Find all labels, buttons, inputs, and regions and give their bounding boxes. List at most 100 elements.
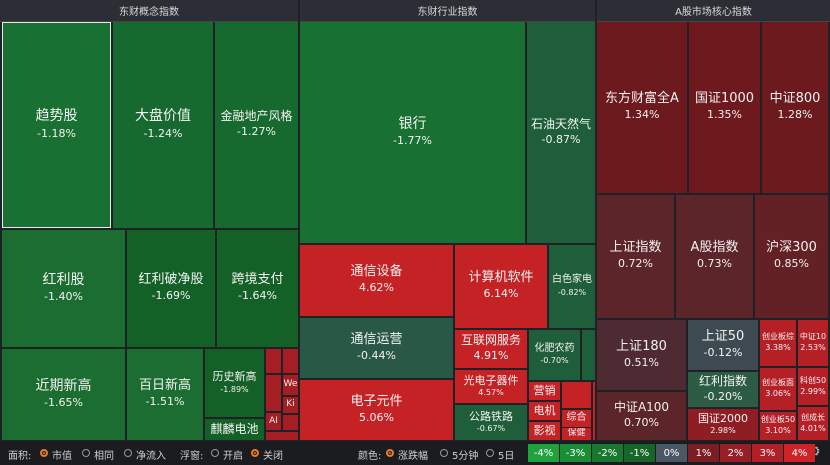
tile[interactable]: 电子元件 5.06% bbox=[300, 380, 453, 440]
tile bbox=[266, 432, 298, 440]
tile[interactable]: 红利指数 -0.20% bbox=[688, 372, 758, 407]
color-option[interactable]: 5分钟 bbox=[452, 451, 479, 462]
popup-label: 浮窗: bbox=[180, 451, 204, 462]
radio[interactable] bbox=[211, 449, 219, 457]
tile[interactable]: 上证指数 0.72% bbox=[597, 195, 674, 318]
tile-change: -1.24% bbox=[143, 126, 183, 140]
legend-swatch: 4% bbox=[784, 444, 815, 462]
tile[interactable]: 上证180 0.51% bbox=[597, 320, 686, 390]
tile[interactable]: 创成长 4.01% bbox=[798, 407, 828, 440]
tile[interactable]: We bbox=[283, 375, 298, 395]
tile[interactable]: 创业板50 3.10% bbox=[760, 412, 796, 440]
panel-title: A股市场核心指数 bbox=[597, 0, 830, 22]
tile[interactable]: 历史新高 -1.89% bbox=[205, 349, 264, 417]
tile-change: -0.87% bbox=[541, 132, 581, 146]
tile-name: 创业板综 bbox=[762, 332, 794, 341]
tile[interactable]: 中证A100 0.70% bbox=[597, 392, 686, 440]
legend-swatch: -4% bbox=[528, 444, 559, 462]
radio[interactable] bbox=[486, 449, 494, 457]
radio[interactable] bbox=[82, 449, 90, 457]
tile[interactable]: 电机 bbox=[529, 402, 560, 420]
tile[interactable]: 沪深300 0.85% bbox=[755, 195, 828, 318]
popup-option[interactable]: 关闭 bbox=[263, 451, 283, 462]
tile[interactable]: 银行 -1.77% bbox=[300, 22, 525, 243]
tile[interactable]: 创业板综 3.38% bbox=[760, 320, 796, 366]
tile-change: -1.51% bbox=[145, 395, 185, 409]
tile-name: 红利破净股 bbox=[138, 272, 204, 288]
tile[interactable]: 创业板面 3.06% bbox=[760, 368, 796, 410]
tile[interactable]: 金融地产风格 -1.27% bbox=[215, 22, 298, 228]
tile[interactable]: 白色家电 -0.82% bbox=[549, 245, 595, 328]
tile[interactable]: 计算机软件 6.14% bbox=[455, 245, 547, 328]
tile[interactable]: 国证1000 1.35% bbox=[689, 22, 760, 193]
tile-change: 0.72% bbox=[618, 257, 653, 271]
tile-change: 4.57% bbox=[478, 388, 504, 398]
tile-name: 上证50 bbox=[701, 328, 745, 344]
tile[interactable]: 上证50 -0.12% bbox=[688, 320, 758, 370]
tile[interactable]: 通信运营 -0.44% bbox=[300, 318, 453, 378]
tile[interactable]: 科创50 2.99% bbox=[798, 368, 828, 405]
tile-name: 科创50 bbox=[799, 375, 827, 385]
tile[interactable]: 东方财富全A 1.34% bbox=[597, 22, 687, 193]
tile[interactable]: 互联网服务 4.91% bbox=[455, 330, 527, 368]
tile-name: 红利指数 bbox=[698, 373, 747, 388]
tile-change: 2.99% bbox=[800, 386, 826, 396]
tile-name: 国证2000 bbox=[698, 411, 748, 425]
radio[interactable] bbox=[251, 449, 259, 457]
tile-change: -1.89% bbox=[220, 384, 249, 394]
tile[interactable]: 趋势股 -1.18% bbox=[2, 22, 111, 228]
tile[interactable]: 石油天然气 -0.87% bbox=[527, 22, 595, 243]
tile-name: 中证10 bbox=[799, 332, 827, 341]
tile[interactable]: 公路铁路 -0.67% bbox=[455, 405, 527, 440]
tile[interactable]: 保健 bbox=[562, 428, 591, 440]
tile-name: 金融地产风格 bbox=[220, 109, 293, 124]
tile-name: 白色家电 bbox=[552, 274, 592, 286]
tile[interactable]: 百日新高 -1.51% bbox=[127, 349, 203, 440]
tile-name: 历史新高 bbox=[212, 370, 257, 384]
tile-name: 中证800 bbox=[769, 91, 821, 107]
tile-name: 光电子器件 bbox=[463, 373, 519, 387]
color-option[interactable]: 涨跌幅 bbox=[398, 451, 428, 462]
radio[interactable] bbox=[440, 449, 448, 457]
tile[interactable]: 红利股 -1.40% bbox=[2, 230, 125, 347]
tile[interactable]: 光电子器件 4.57% bbox=[455, 370, 527, 403]
tile[interactable]: A股指数 0.73% bbox=[676, 195, 753, 318]
tile-name: 跨境支付 bbox=[231, 272, 284, 288]
tile-name: 近期新高 bbox=[35, 377, 92, 394]
area-option[interactable]: 净流入 bbox=[136, 451, 166, 462]
tile-name: 大盘价值 bbox=[135, 108, 191, 124]
tile[interactable]: 大盘价值 -1.24% bbox=[113, 22, 213, 228]
area-option[interactable]: 相同 bbox=[94, 451, 114, 462]
legend-swatch: -2% bbox=[592, 444, 623, 462]
popup-option[interactable]: 开启 bbox=[223, 451, 243, 462]
tile-name: 沪深300 bbox=[766, 240, 817, 256]
tile[interactable]: 化肥农药 -0.70% bbox=[529, 330, 580, 380]
radio[interactable] bbox=[124, 449, 132, 457]
tile-change: 4.01% bbox=[800, 423, 826, 433]
legend-swatch: -1% bbox=[624, 444, 655, 462]
tile[interactable]: 中证800 1.28% bbox=[762, 22, 828, 193]
panel-title: 东财行业指数 bbox=[300, 0, 595, 22]
tile[interactable]: 营销 bbox=[529, 382, 560, 400]
tile[interactable]: 跨境支付 -1.64% bbox=[217, 230, 298, 347]
tile[interactable]: 近期新高 -1.65% bbox=[2, 349, 125, 440]
tile[interactable]: 麒麟电池 bbox=[205, 419, 264, 440]
legend-swatch: 2% bbox=[720, 444, 751, 462]
tile[interactable]: 中证10 2.53% bbox=[798, 320, 828, 366]
tile[interactable]: 国证2000 2.98% bbox=[688, 409, 758, 440]
color-option[interactable]: 5日 bbox=[498, 451, 515, 462]
tile[interactable]: 影视 bbox=[529, 422, 560, 440]
radio[interactable] bbox=[40, 449, 48, 457]
tile[interactable]: 综合 bbox=[562, 410, 591, 427]
tile-change: 4.62% bbox=[359, 281, 394, 295]
tile-change: -1.65% bbox=[44, 396, 83, 409]
tile-name: 国证1000 bbox=[694, 91, 755, 107]
tile-change: 4.91% bbox=[473, 349, 509, 363]
radio[interactable] bbox=[386, 449, 394, 457]
area-option[interactable]: 市值 bbox=[52, 451, 72, 462]
tile[interactable]: 红利破净股 -1.69% bbox=[127, 230, 215, 347]
tile[interactable]: AI bbox=[266, 413, 281, 430]
tile[interactable]: Ki bbox=[283, 397, 298, 413]
tile[interactable]: 通信设备 4.62% bbox=[300, 245, 453, 316]
